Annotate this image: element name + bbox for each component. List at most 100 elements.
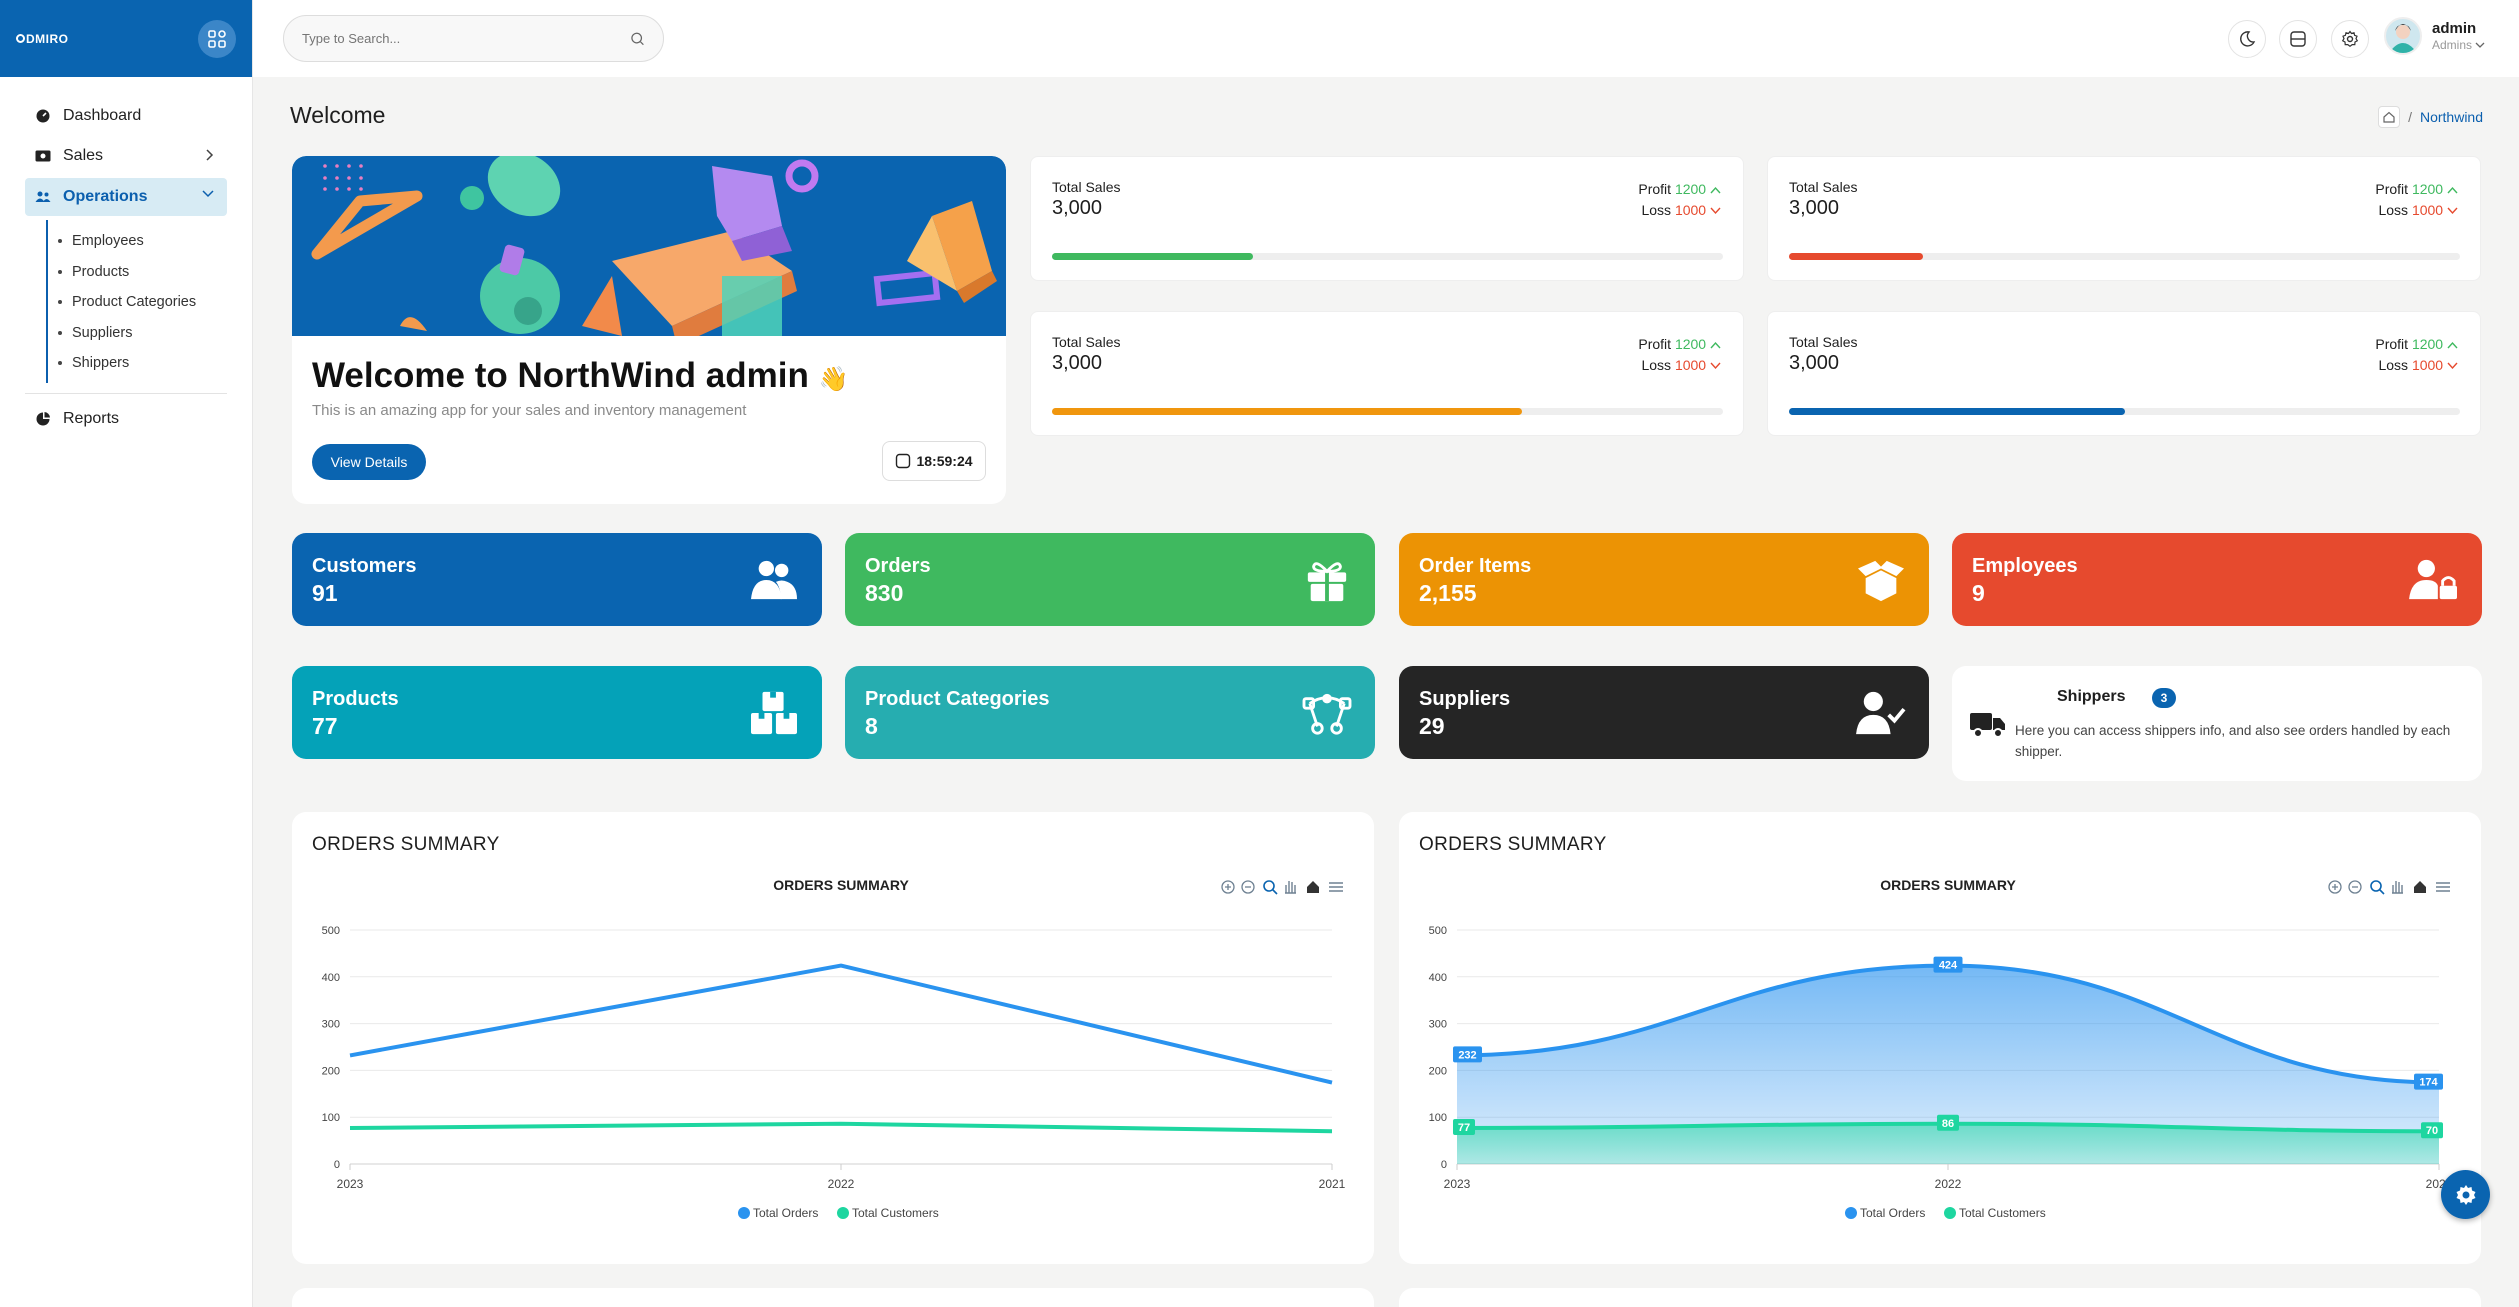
data-label: 86 (1937, 1114, 1959, 1131)
menu-icon[interactable] (2436, 882, 2450, 892)
submenu-item-employees[interactable]: Employees (48, 226, 227, 257)
svg-text:70: 70 (2426, 1125, 2438, 1137)
chevron-down-icon (2447, 362, 2458, 370)
search-zoom-icon[interactable] (1263, 880, 1278, 895)
app-logo[interactable]: DMIRO (16, 32, 69, 46)
reset-home-icon[interactable] (1307, 881, 1319, 893)
shippers-card[interactable]: Shippers 3 Here you can access shippers … (1952, 666, 2482, 781)
zoom-out-icon[interactable] (1241, 880, 1255, 894)
loss-value: 1000 (1674, 202, 1707, 218)
legend-item[interactable]: Total Orders (738, 1206, 818, 1220)
clock-icon (896, 453, 911, 469)
profit-loss: Profit 1200 Loss 1000 (2375, 179, 2458, 221)
chart-card-title: ORDERS SUMMARY (1419, 834, 1607, 855)
stat-card-products[interactable]: Products 77 (292, 666, 822, 759)
search-input[interactable] (302, 31, 630, 46)
sidebar-toggle-button[interactable] (198, 19, 236, 58)
zoom-in-icon[interactable] (1221, 880, 1235, 894)
data-label: 424 (1933, 956, 1963, 973)
y-tick-label: 100 (1429, 1112, 1447, 1124)
search-icon[interactable] (630, 31, 645, 47)
profit-label: Profit (1638, 181, 1672, 197)
loss-label: Loss (2378, 202, 2409, 218)
sidebar-item-label: Reports (63, 409, 120, 427)
welcome-banner (292, 156, 1006, 336)
x-tick-label: 2023 (337, 1177, 364, 1191)
pan-hand-icon[interactable] (1285, 881, 1296, 894)
layout-button[interactable] (2279, 20, 2317, 58)
x-tick-label: 2022 (1935, 1177, 1962, 1191)
svg-text:232: 232 (1458, 1049, 1476, 1061)
stat-card-product-categories[interactable]: Product Categories 8 (845, 666, 1375, 759)
legend-marker (738, 1207, 750, 1219)
shippers-description: Here you can access shippers info, and a… (2015, 723, 2451, 759)
stat-value: 2,155 (1419, 580, 1477, 606)
user-menu[interactable]: admin Admins (2384, 17, 2485, 55)
stat-label: Products (312, 688, 399, 710)
page-title: Welcome (290, 102, 386, 128)
data-label: 77 (1453, 1118, 1475, 1135)
zoom-out-icon[interactable] (2348, 880, 2362, 894)
brand-bar: DMIRO (0, 0, 252, 77)
stat-card-order-items[interactable]: Order Items 2,155 (1399, 533, 1929, 626)
legend-label: Total Orders (753, 1206, 818, 1220)
user-avatar-icon (2389, 24, 2417, 53)
zoom-in-icon[interactable] (2328, 880, 2342, 894)
chart-card-title: ORDERS SUMMARY (312, 834, 500, 855)
sales-progress-bar (1052, 408, 1723, 415)
submenu-item-products[interactable]: Products (48, 257, 227, 288)
sidebar-item-reports[interactable]: Reports (25, 400, 227, 438)
submenu-item-suppliers[interactable]: Suppliers (48, 318, 227, 349)
series-area-total-orders (1457, 965, 2439, 1164)
users-icon (751, 560, 797, 600)
stat-label: Order Items (1419, 555, 1532, 577)
legend-item[interactable]: Total Customers (837, 1206, 939, 1220)
sales-value: 3,000 (1052, 352, 1103, 374)
sidebar-item-operations[interactable]: Operations (25, 178, 227, 216)
y-tick-label: 500 (1429, 925, 1447, 937)
breadcrumb-home[interactable] (2378, 106, 2401, 128)
settings-fab[interactable] (2441, 1170, 2490, 1219)
legend-item[interactable]: Total Customers (1944, 1206, 2046, 1220)
submenu-item-product-categories[interactable]: Product Categories (48, 287, 227, 318)
gear-icon (2456, 1184, 2475, 1205)
pie-chart-icon (36, 411, 50, 425)
stat-card-orders[interactable]: Orders 830 (845, 533, 1375, 626)
dark-mode-button[interactable] (2228, 20, 2266, 58)
sales-progress-fill (1052, 408, 1522, 415)
menu-icon[interactable] (1329, 882, 1343, 892)
legend-marker (1944, 1207, 1956, 1219)
sidebar-item-dashboard[interactable]: Dashboard (25, 97, 227, 135)
svg-text:77: 77 (1458, 1122, 1470, 1134)
sales-value: 3,000 (1052, 197, 1103, 219)
chevron-up-icon (1710, 341, 1721, 349)
sidebar-item-label: Sales (63, 147, 104, 164)
legend-marker (837, 1207, 849, 1219)
chart-title: ORDERS SUMMARY (773, 877, 909, 893)
settings-button[interactable] (2331, 20, 2369, 58)
view-details-button[interactable]: View Details (312, 444, 426, 480)
chevron-up-icon (1710, 186, 1721, 194)
search-zoom-icon[interactable] (2370, 880, 2385, 895)
sales-label: Total Sales (1052, 179, 1121, 195)
reset-home-icon[interactable] (2414, 881, 2426, 893)
sales-label: Total Sales (1789, 334, 1858, 350)
pan-hand-icon[interactable] (2392, 881, 2403, 894)
stat-card-employees[interactable]: Employees 9 (1952, 533, 2482, 626)
y-tick-label: 200 (322, 1065, 340, 1077)
operations-submenu: Employees Products Product Categories Su… (46, 220, 227, 383)
sidebar-item-label: Operations (63, 188, 148, 205)
wave-emoji: 👋 (818, 366, 849, 393)
legend-item[interactable]: Total Orders (1845, 1206, 1925, 1220)
y-tick-label: 400 (1429, 972, 1447, 984)
boxes-icon (751, 691, 797, 735)
stat-card-suppliers[interactable]: Suppliers 29 (1399, 666, 1929, 759)
submenu-item-shippers[interactable]: Shippers (48, 348, 227, 379)
sidebar-item-sales[interactable]: Sales (25, 137, 227, 175)
chevron-down-icon (202, 190, 214, 198)
data-label: 70 (2421, 1122, 2443, 1139)
stat-label: Orders (865, 555, 931, 577)
stat-card-customers[interactable]: Customers 91 (292, 533, 822, 626)
banner-illustration (311, 156, 997, 336)
stat-value: 830 (865, 580, 904, 606)
